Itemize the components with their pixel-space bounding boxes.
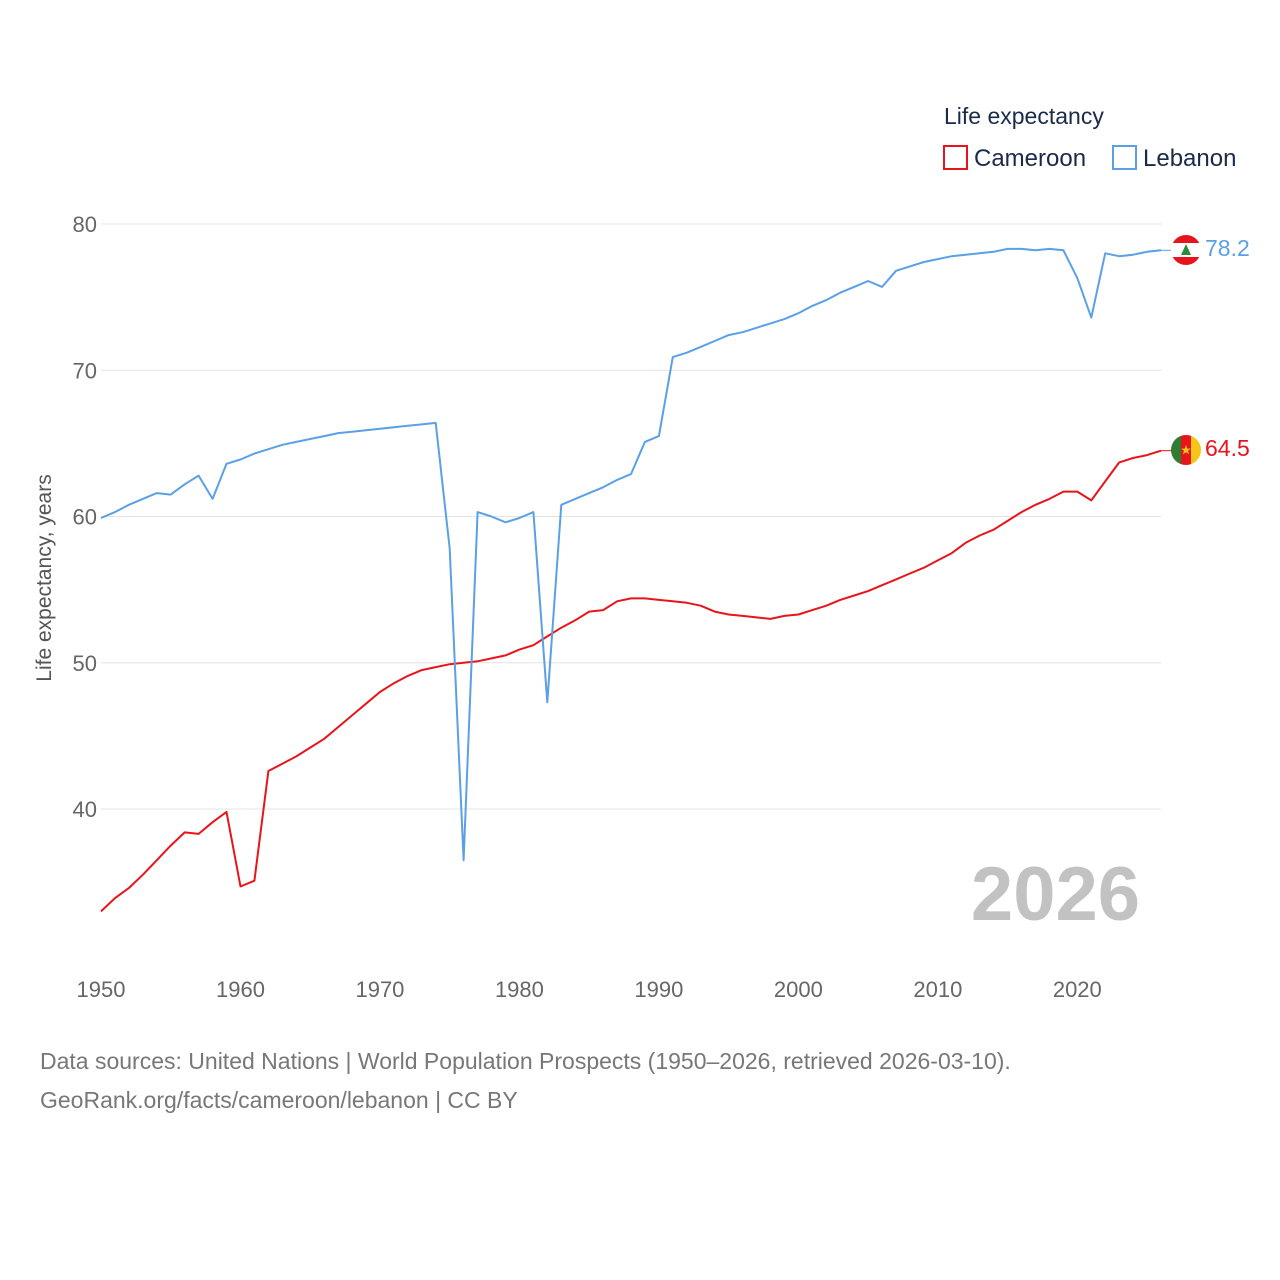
y-tick-label: 50	[73, 651, 97, 676]
y-tick-label: 70	[73, 358, 97, 383]
data-source-note: Data sources: United Nations | World Pop…	[40, 1042, 1011, 1120]
lebanon-flag	[1171, 235, 1201, 265]
legend: Life expectancy Cameroon Lebanon	[943, 103, 1236, 172]
x-tick-label: 2010	[913, 977, 962, 1002]
x-tick-label: 1990	[634, 977, 683, 1002]
cameroon-flag	[1171, 435, 1201, 465]
source-line-2: GeoRank.org/facts/cameroon/lebanon | CC …	[40, 1087, 518, 1113]
legend-swatch-cameroon	[943, 145, 968, 170]
legend-swatch-lebanon	[1112, 145, 1137, 170]
x-tick-label: 2020	[1053, 977, 1102, 1002]
legend-label-lebanon: Lebanon	[1143, 145, 1236, 172]
series-line-cameroon	[100, 449, 1162, 913]
legend-title: Life expectancy	[944, 103, 1104, 129]
year-watermark: 2026	[971, 852, 1140, 937]
y-tick-label: 60	[73, 505, 97, 530]
y-axis-ticks: 40 50 60 70 80	[73, 212, 97, 822]
source-line-1: Data sources: United Nations | World Pop…	[40, 1048, 1011, 1074]
life-expectancy-chart: 40 50 60 70 80 1950 1960 1970 1980 1990 2000 2010 2…	[33, 103, 1250, 1002]
x-tick-label: 2000	[774, 977, 823, 1002]
x-tick-label: 1960	[216, 977, 265, 1002]
y-tick-label: 40	[73, 797, 97, 822]
y-axis-label: Life expectancy, years	[33, 474, 56, 681]
x-tick-label: 1970	[355, 977, 404, 1002]
x-tick-label: 1980	[495, 977, 544, 1002]
gridlines	[101, 223, 1161, 810]
y-tick-label: 80	[73, 212, 97, 237]
x-tick-label: 1950	[77, 977, 126, 1002]
series-lines	[100, 247, 1172, 913]
legend-label-cameroon: Cameroon	[974, 145, 1086, 172]
lebanon-end-label: 78.2	[1205, 235, 1250, 261]
series-line-lebanon	[100, 247, 1162, 862]
cameroon-end-label: 64.5	[1205, 435, 1250, 461]
x-axis-ticks: 1950 1960 1970 1980 1990 2000 2010 2020	[77, 977, 1102, 1002]
